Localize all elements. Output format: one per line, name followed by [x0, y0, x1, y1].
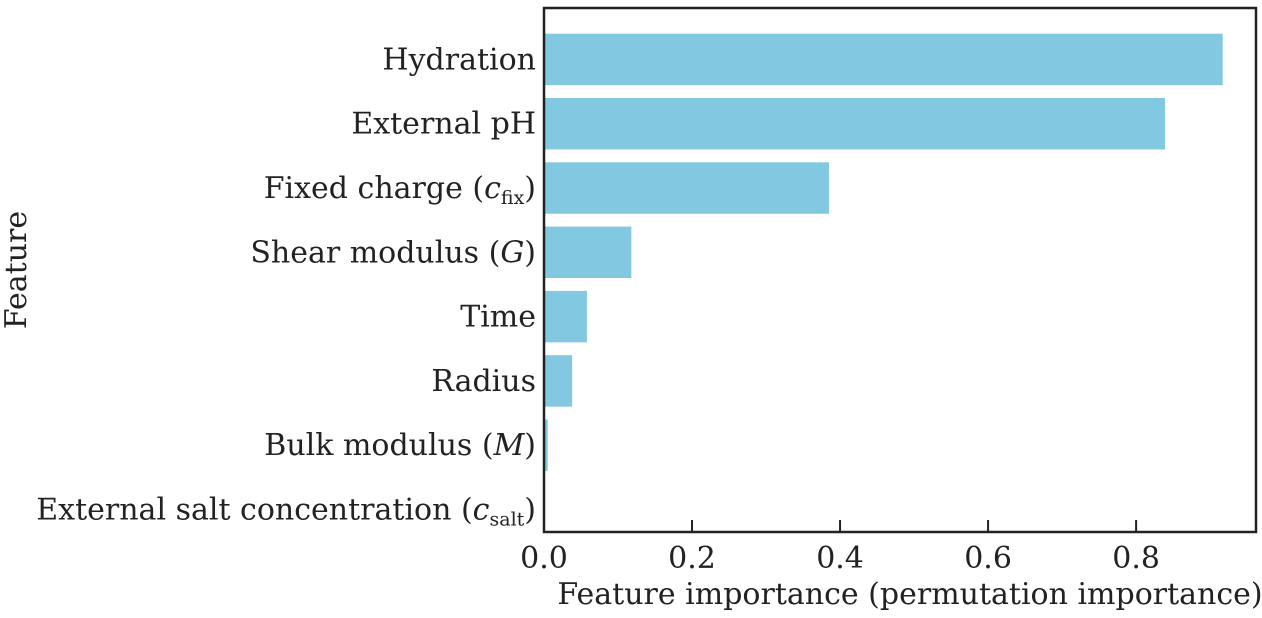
category-label: Hydration [382, 42, 536, 77]
y-axis-label: Feature [0, 211, 34, 329]
x-axis-label: Feature importance (permutation importan… [557, 577, 1262, 612]
category-label: Shear modulus (G) [250, 235, 536, 270]
x-tick-label: 0.6 [964, 541, 1012, 576]
category-label: Time [460, 300, 536, 335]
x-tick-label: 0.2 [668, 541, 716, 576]
x-tick-label: 0.8 [1112, 541, 1160, 576]
category-labels: Hydration External pH Fixed charge (cfix) S… [36, 42, 536, 530]
x-ticks: 0.0 0.2 0.4 0.6 0.8 [520, 520, 1160, 576]
category-label: External pH [351, 107, 536, 142]
x-tick-label: 0.0 [520, 541, 568, 576]
bar [544, 355, 573, 407]
category-label: Radius [431, 364, 536, 399]
bar [544, 226, 632, 279]
bar [544, 162, 829, 214]
category-label: Bulk modulus (M) [264, 428, 536, 463]
category-label: Fixed charge (cfix) [264, 171, 536, 209]
x-tick-label: 0.4 [816, 541, 864, 576]
bar [544, 290, 587, 343]
category-label: External salt concentration (csalt) [36, 492, 536, 530]
bar [544, 33, 1223, 86]
bar [544, 419, 548, 471]
bar [544, 98, 1165, 150]
bars-group [544, 33, 1223, 471]
plot-frame [542, 6, 1258, 534]
